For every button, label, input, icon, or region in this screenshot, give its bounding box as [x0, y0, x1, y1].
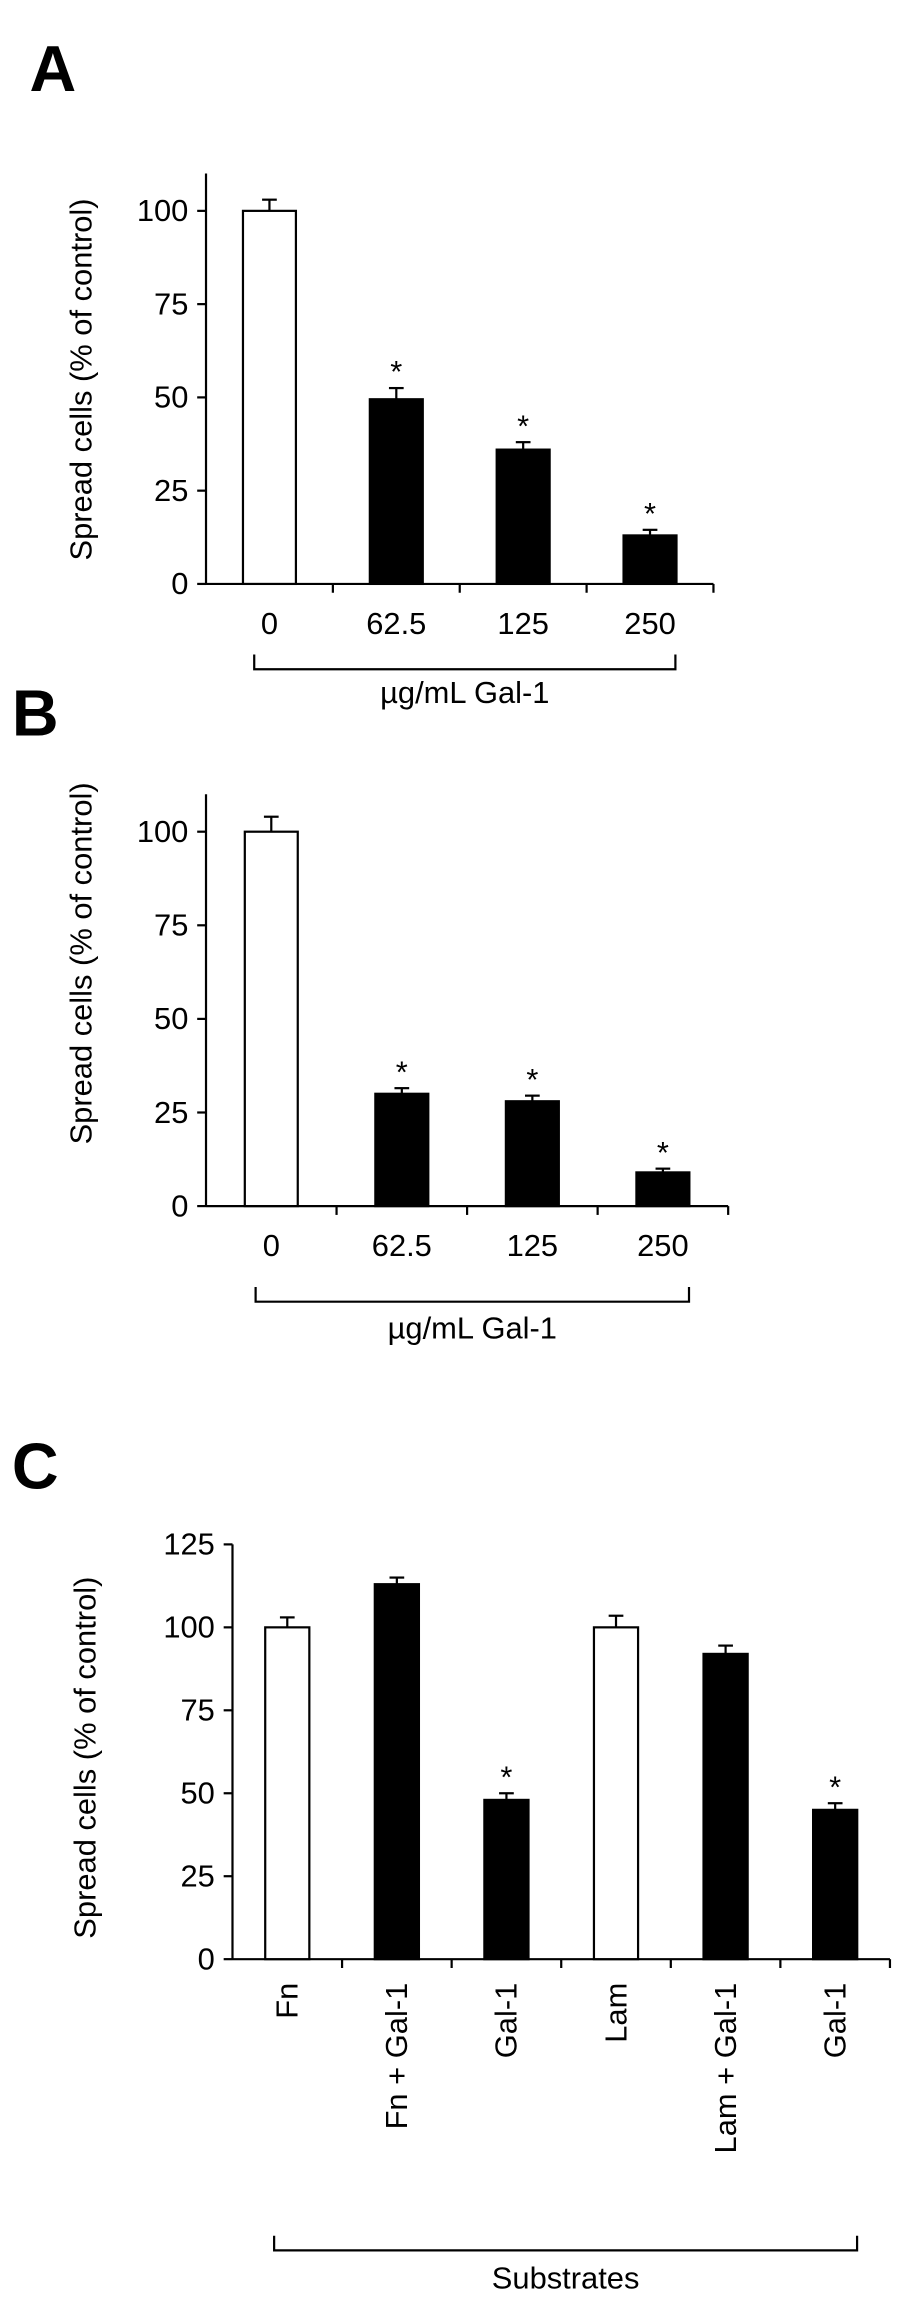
- x-tick-label: 125: [497, 606, 549, 641]
- significance-marker: *: [829, 1769, 841, 1804]
- bar: [812, 1808, 859, 1961]
- x-tick-label: 62.5: [372, 1228, 432, 1263]
- y-tick-label: 50: [154, 380, 188, 415]
- y-tick-label: 0: [171, 566, 188, 601]
- y-tick-label: 75: [154, 908, 188, 943]
- bar: [622, 534, 678, 586]
- y-tick-label: 100: [137, 814, 189, 849]
- y-tick-label: 100: [163, 1610, 215, 1645]
- bar: [592, 1626, 640, 1961]
- bracket: [254, 1286, 691, 1303]
- bar: [373, 1583, 421, 1961]
- x-axis-label: µg/mL Gal-1: [388, 1310, 557, 1345]
- y-tick-label: 25: [154, 473, 188, 508]
- y-tick-label: 0: [198, 1941, 215, 1976]
- y-axis-label: Spread cells (% of control): [63, 198, 98, 560]
- y-tick-label: 75: [180, 1693, 214, 1728]
- bar: [368, 398, 424, 586]
- x-tick-label: 62.5: [366, 606, 426, 641]
- y-tick-label: 50: [180, 1776, 214, 1811]
- significance-marker: *: [644, 496, 656, 531]
- x-tick-label: Lam: [598, 1983, 633, 2043]
- x-tick-label: Lam + Gal-1: [708, 1983, 743, 2154]
- significance-marker: *: [396, 1054, 408, 1089]
- significance-marker: *: [526, 1062, 538, 1097]
- significance-marker: *: [657, 1135, 669, 1170]
- x-tick-label: Gal-1: [817, 1983, 852, 2059]
- y-tick-label: 50: [154, 1001, 188, 1036]
- bracket: [253, 654, 677, 671]
- bar: [495, 448, 551, 586]
- panel-label: A: [30, 32, 77, 105]
- x-tick-label: Gal-1: [489, 1983, 524, 2059]
- x-tick-label: 0: [263, 1228, 280, 1263]
- x-tick-label: Fn: [270, 1983, 305, 2019]
- x-axis-label: Substrates: [492, 2261, 640, 2296]
- significance-marker: *: [500, 1759, 512, 1794]
- y-tick-label: 75: [154, 286, 188, 321]
- x-tick-label: 250: [624, 606, 676, 641]
- y-axis-label: Spread cells (% of control): [68, 1577, 103, 1939]
- significance-marker: *: [390, 354, 402, 389]
- x-tick-label: 0: [261, 606, 278, 641]
- y-tick-label: 100: [137, 193, 189, 228]
- panel-label: B: [12, 676, 59, 749]
- bar: [504, 1100, 560, 1208]
- bar: [702, 1652, 749, 1961]
- bar: [241, 209, 298, 586]
- y-tick-label: 125: [163, 1527, 215, 1562]
- y-tick-label: 25: [154, 1095, 188, 1130]
- bar: [264, 1626, 311, 1961]
- significance-marker: *: [517, 408, 529, 443]
- bar: [635, 1171, 691, 1208]
- bar: [483, 1798, 530, 1961]
- panel-label: C: [12, 1429, 59, 1502]
- y-axis-label: Spread cells (% of control): [63, 782, 98, 1144]
- y-tick-label: 0: [171, 1188, 188, 1223]
- bracket: [273, 2235, 859, 2252]
- y-tick-label: 25: [180, 1859, 214, 1894]
- x-axis-label: µg/mL Gal-1: [380, 675, 549, 710]
- bar: [243, 830, 299, 1208]
- x-tick-label: 125: [507, 1228, 559, 1263]
- bar: [374, 1092, 430, 1208]
- x-tick-label: 250: [637, 1228, 689, 1263]
- x-tick-label: Fn + Gal-1: [379, 1983, 414, 2130]
